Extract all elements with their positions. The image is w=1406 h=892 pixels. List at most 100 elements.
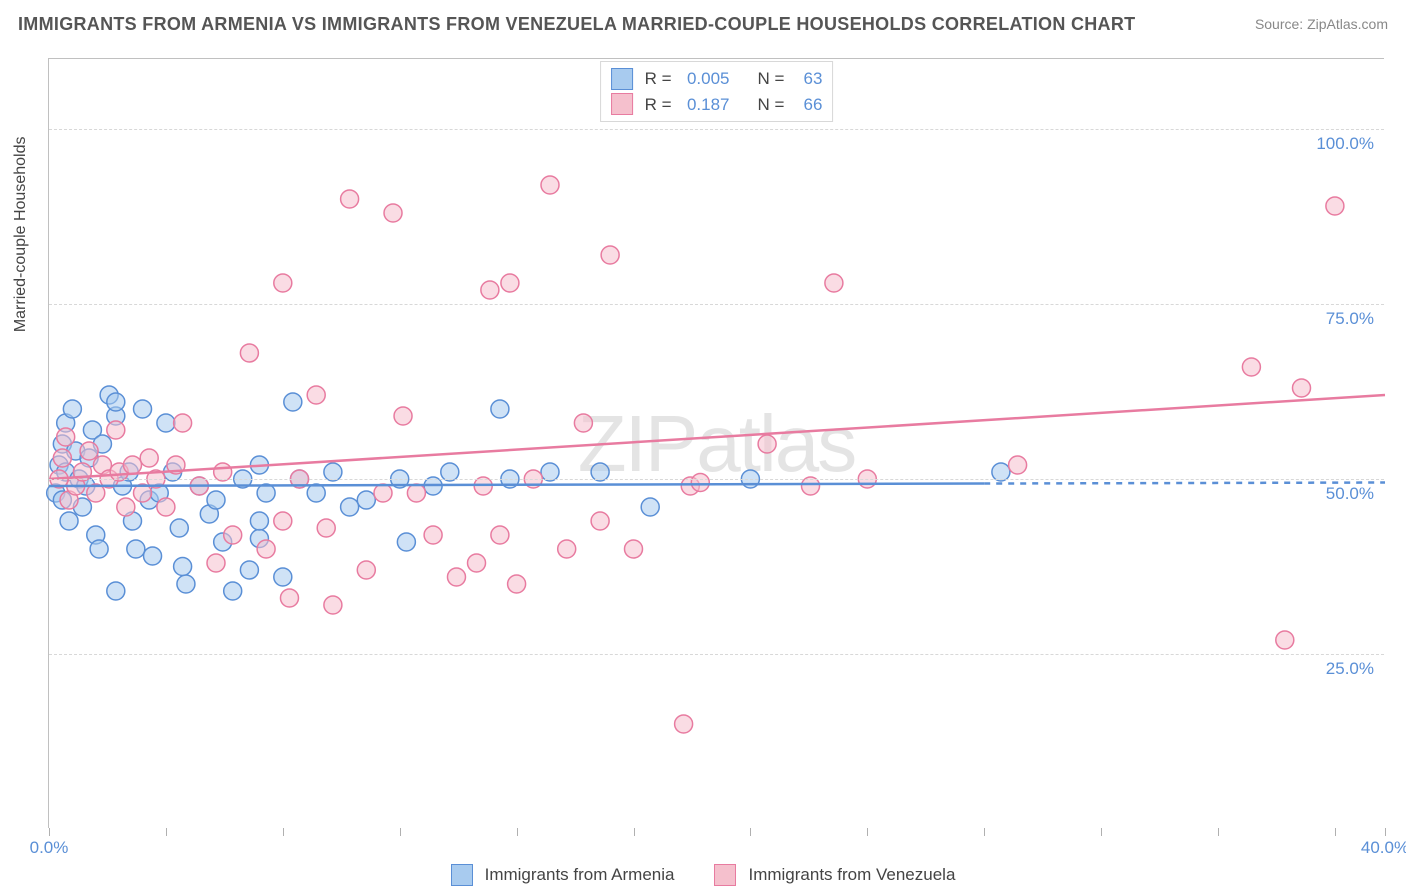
legend-item-venezuela: Immigrants from Venezuela [714,864,955,886]
xtick [1385,828,1386,836]
xtick [283,828,284,836]
data-point [324,596,342,614]
data-point [207,554,225,572]
data-point [274,512,292,530]
xtick [1218,828,1219,836]
data-point [357,491,375,509]
r-value-venezuela: 0.187 [682,92,730,118]
swatch-armenia [451,864,473,886]
legend-label-armenia: Immigrants from Armenia [485,865,675,885]
data-point [625,540,643,558]
data-point [90,540,108,558]
n-label: N = [758,92,785,118]
n-value-venezuela: 66 [794,92,822,118]
data-point [1242,358,1260,376]
data-point [397,533,415,551]
data-point [280,589,298,607]
n-value-armenia: 63 [794,66,822,92]
swatch-venezuela [611,93,633,115]
data-point [394,407,412,425]
data-point [341,498,359,516]
r-label: R = [645,66,672,92]
stats-row-venezuela: R = 0.187 N = 66 [611,92,823,118]
data-point [124,456,142,474]
trend-line [49,484,984,486]
chart-title: IMMIGRANTS FROM ARMENIA VS IMMIGRANTS FR… [18,14,1135,35]
data-point [284,393,302,411]
data-point [257,484,275,502]
data-point [144,547,162,565]
r-label: R = [645,92,672,118]
data-point [447,568,465,586]
data-point [1276,631,1294,649]
data-point [491,400,509,418]
data-point [491,526,509,544]
data-point [407,484,425,502]
xtick [1335,828,1336,836]
data-point [240,344,258,362]
gridline [49,654,1384,655]
stats-legend: R = 0.005 N = 63 R = 0.187 N = 66 [600,61,834,122]
data-point [240,561,258,579]
data-point [675,715,693,733]
data-point [53,449,71,467]
data-point [468,554,486,572]
xtick [634,828,635,836]
legend-label-venezuela: Immigrants from Venezuela [748,865,955,885]
xtick [867,828,868,836]
data-point [307,386,325,404]
data-point [641,498,659,516]
xtick-label: 0.0% [30,838,69,858]
data-point [374,484,392,502]
plot-svg [49,59,1384,828]
gridline [49,479,1384,480]
xtick [49,828,50,836]
data-point [107,421,125,439]
data-point [317,519,335,537]
data-point [107,582,125,600]
data-point [601,246,619,264]
data-point [501,274,519,292]
data-point [357,561,375,579]
data-point [508,575,526,593]
bottom-legend: Immigrants from Armenia Immigrants from … [0,864,1406,886]
data-point [257,540,275,558]
data-point [224,582,242,600]
xtick [517,828,518,836]
data-point [134,400,152,418]
data-point [107,393,125,411]
data-point [174,558,192,576]
ytick-label: 100.0% [1316,134,1374,154]
title-bar: IMMIGRANTS FROM ARMENIA VS IMMIGRANTS FR… [0,0,1406,48]
data-point [63,400,81,418]
n-label: N = [758,66,785,92]
data-point [1009,456,1027,474]
swatch-armenia [611,68,633,90]
data-point [80,442,98,460]
data-point [157,414,175,432]
legend-item-armenia: Immigrants from Armenia [451,864,675,886]
xtick [166,828,167,836]
data-point [591,512,609,530]
y-axis-label: Married-couple Households [12,137,30,333]
data-point [177,575,195,593]
data-point [274,274,292,292]
data-point [825,274,843,292]
data-point [207,491,225,509]
data-point [140,449,158,467]
xtick [984,828,985,836]
chart-area: ZIPatlas R = 0.005 N = 63 R = 0.187 N = … [48,58,1384,828]
data-point [57,428,75,446]
data-point [250,512,268,530]
data-point [341,190,359,208]
data-point [307,484,325,502]
data-point [574,414,592,432]
r-value-armenia: 0.005 [682,66,730,92]
data-point [224,526,242,544]
data-point [170,519,188,537]
data-point [127,540,145,558]
stats-row-armenia: R = 0.005 N = 63 [611,66,823,92]
data-point [1326,197,1344,215]
ytick-label: 75.0% [1326,309,1374,329]
xtick [1101,828,1102,836]
